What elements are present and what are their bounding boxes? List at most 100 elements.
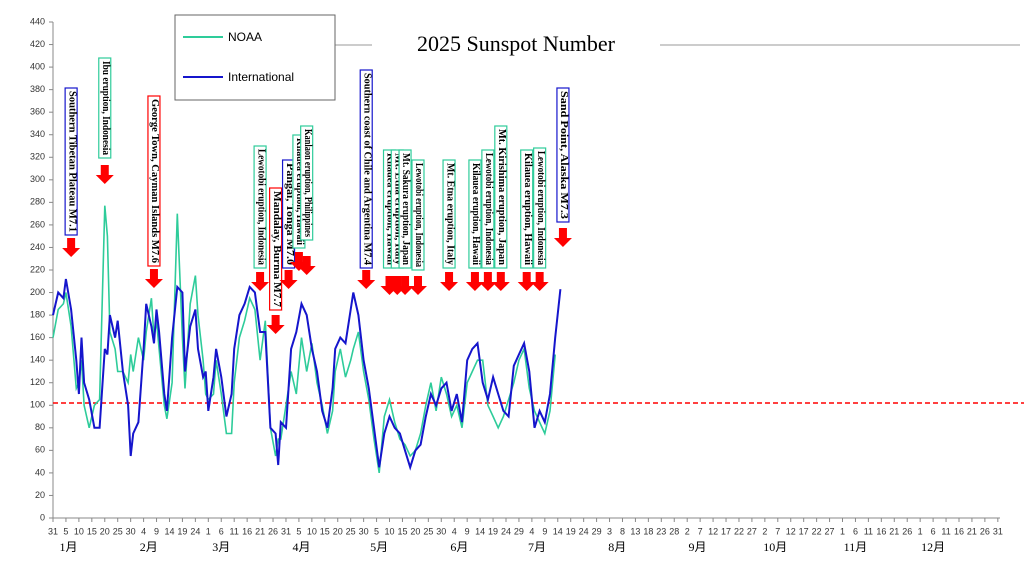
annotation-box [533, 147, 547, 269]
y-tick-label: 340 [30, 129, 45, 139]
annotation-text: Lewotobi eruption, Indonesia [483, 153, 494, 265]
x-tick-label: 21 [967, 526, 977, 536]
annotation-text: Mt. Kirishima eruption, Japan [496, 129, 507, 265]
legend-label: International [228, 70, 294, 84]
x-tick-label: 1 [206, 526, 211, 536]
annotation-text: Mt. Sakura eruption, Japan [400, 153, 411, 265]
x-tick-label: 15 [397, 526, 407, 536]
x-tick-label: 10 [385, 526, 395, 536]
x-tick-label: 16 [954, 526, 964, 536]
annotation-arrow [478, 272, 497, 291]
x-tick-label: 31 [281, 526, 291, 536]
annotation-text: Southern coast of Chile and Argentina M7… [361, 73, 372, 265]
x-tick-label: 26 [268, 526, 278, 536]
x-tick-label: 22 [734, 526, 744, 536]
y-tick-label: 20 [35, 490, 45, 500]
y-tick-label: 100 [30, 400, 45, 410]
annotation-text: Lewotobi eruption, Indonesia [535, 151, 546, 265]
y-tick-label: 220 [30, 264, 45, 274]
x-tick-label: 29 [514, 526, 524, 536]
x-tick-label: 21 [255, 526, 265, 536]
x-tick-label: 9 [154, 526, 159, 536]
annotation-arrow [396, 276, 415, 295]
x-tick-label: 12 [786, 526, 796, 536]
month-label: 8月 [608, 540, 626, 554]
chart-title: 2025 Sunspot Number [417, 31, 616, 56]
x-tick-label: 30 [436, 526, 446, 536]
x-tick-label: 26 [902, 526, 912, 536]
annotation-box [300, 125, 314, 241]
x-tick-label: 11 [941, 526, 950, 536]
x-tick-label: 29 [592, 526, 602, 536]
x-tick-label: 25 [346, 526, 356, 536]
x-tick-label: 11 [230, 526, 239, 536]
y-tick-label: 80 [35, 422, 45, 432]
annotation-arrow [95, 165, 114, 184]
title-background [372, 30, 660, 60]
x-tick-label: 15 [320, 526, 330, 536]
x-tick-label: 6 [219, 526, 224, 536]
x-tick-label: 4 [529, 526, 534, 536]
annotation-text: Kilauea eruption, Hawaii [470, 163, 481, 265]
x-tick-label: 18 [643, 526, 653, 536]
x-tick-label: 24 [579, 526, 589, 536]
y-tick-label: 0 [40, 512, 45, 522]
x-tick-label: 31 [48, 526, 58, 536]
x-tick-label: 16 [876, 526, 886, 536]
annotation-box [147, 95, 161, 267]
x-tick-label: 4 [141, 526, 146, 536]
annotation-text: Kanlaon eruption, Philippines [302, 129, 313, 237]
x-tick-label: 16 [242, 526, 252, 536]
annotation-arrow [62, 238, 81, 257]
x-tick-label: 7 [698, 526, 703, 536]
x-tick-label: 21 [889, 526, 899, 536]
annotation-arrow [440, 272, 459, 291]
x-tick-label: 14 [553, 526, 563, 536]
annotation-arrow [517, 272, 536, 291]
annotation-arrow [297, 256, 316, 275]
x-tick-label: 20 [100, 526, 110, 536]
annotation-box [520, 149, 534, 269]
x-tick-label: 19 [177, 526, 187, 536]
y-tick-label: 300 [30, 174, 45, 184]
x-tick-label: 2 [762, 526, 767, 536]
y-tick-label: 240 [30, 242, 45, 252]
annotation-text: George Town, Cayman Islands M7.6 [149, 99, 160, 263]
series-line [52, 278, 562, 471]
x-tick-label: 25 [423, 526, 433, 536]
y-tick-label: 160 [30, 332, 45, 342]
x-tick-label: 27 [747, 526, 757, 536]
x-tick-label: 7 [775, 526, 780, 536]
x-tick-label: 10 [74, 526, 84, 536]
x-tick-label: 12 [708, 526, 718, 536]
annotation-text: Kilauea eruption, Hawaii [385, 153, 396, 265]
x-tick-label: 2 [685, 526, 690, 536]
y-tick-label: 420 [30, 39, 45, 49]
month-label: 10月 [763, 540, 787, 554]
x-tick-label: 30 [359, 526, 369, 536]
x-tick-label: 9 [465, 526, 470, 536]
x-tick-label: 30 [126, 526, 136, 536]
annotation-arrow [530, 272, 549, 291]
annotation-box [398, 149, 412, 269]
annotation-text: Mt. Etna eruption, Italy [392, 153, 403, 265]
x-tick-label: 6 [853, 526, 858, 536]
annotation-box [468, 159, 482, 269]
annotation-box [253, 145, 267, 269]
annotation-text: Ibu eruption, Indonesia [100, 61, 111, 155]
annotation-box [494, 125, 508, 269]
x-tick-label: 19 [488, 526, 498, 536]
y-tick-label: 400 [30, 61, 45, 71]
annotation-arrow [465, 272, 484, 291]
annotation-arrow [251, 272, 270, 291]
month-label: 11月 [844, 540, 868, 554]
y-tick-label: 280 [30, 197, 45, 207]
month-label: 3月 [212, 540, 230, 554]
x-tick-label: 1 [918, 526, 923, 536]
x-tick-label: 8 [620, 526, 625, 536]
x-tick-label: 23 [656, 526, 666, 536]
x-tick-label: 13 [630, 526, 640, 536]
month-label: 5月 [370, 540, 388, 554]
x-tick-label: 31 [993, 526, 1003, 536]
